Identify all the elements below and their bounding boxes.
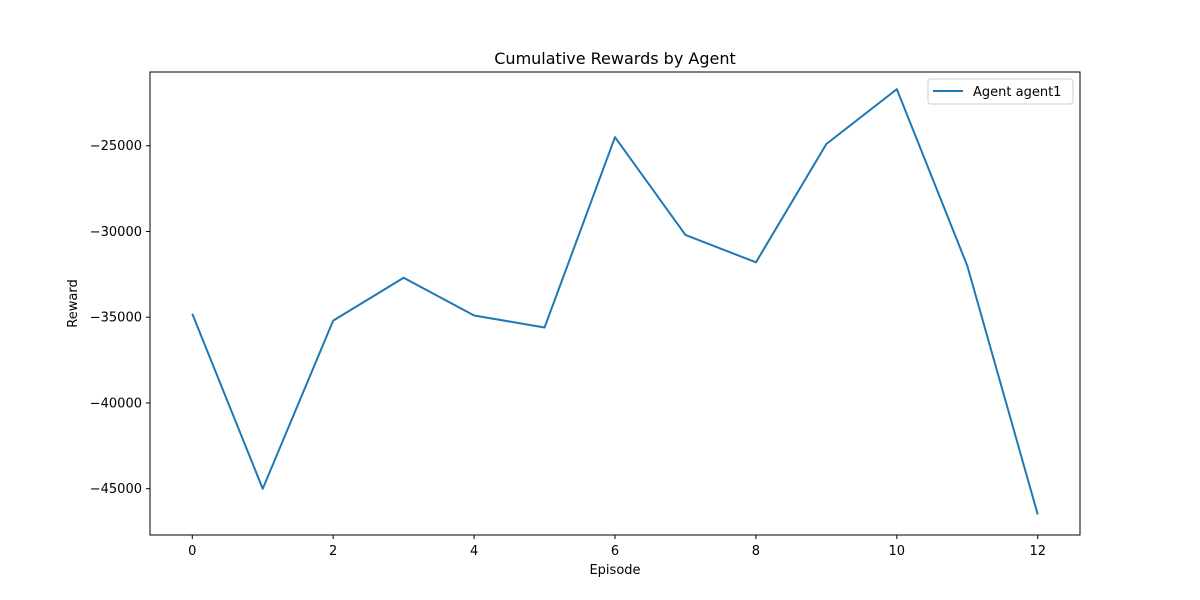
- x-tick-label: 0: [188, 544, 196, 559]
- data-point: [896, 88, 898, 90]
- x-tick-label: 12: [1029, 544, 1046, 559]
- legend-label: Agent agent1: [973, 85, 1061, 100]
- data-point: [825, 143, 827, 145]
- data-point: [684, 234, 686, 236]
- x-tick-label: 10: [889, 544, 906, 559]
- data-point: [332, 320, 334, 322]
- data-point: [403, 277, 405, 279]
- data-point: [614, 136, 616, 138]
- y-tick-label: −45000: [90, 482, 142, 497]
- plot-area: 0 2 4 6 8 10 12 −45000 −40000 −35000 −30000 −25000: [90, 88, 1046, 559]
- y-axis-label: Reward: [66, 279, 81, 327]
- legend: Agent agent1: [927, 78, 1074, 105]
- data-point: [1037, 513, 1039, 515]
- y-tick-label: −40000: [90, 396, 142, 411]
- series-line: [191, 88, 1039, 515]
- data-point: [473, 315, 475, 317]
- data-point: [544, 327, 546, 329]
- plot-frame: [149, 71, 1081, 536]
- y-tick-label: −30000: [90, 225, 142, 240]
- legend-box: [927, 78, 1074, 105]
- y-tick-label: −35000: [90, 311, 142, 326]
- x-tick-label: 2: [329, 544, 337, 559]
- x-tick-label: 4: [470, 544, 478, 559]
- data-point: [191, 313, 193, 315]
- y-tick-label: −25000: [90, 139, 142, 154]
- data-point: [755, 261, 757, 263]
- data-point: [262, 488, 264, 490]
- x-tick-label: 8: [752, 544, 760, 559]
- chart-title: Cumulative Rewards by Agent: [494, 49, 735, 68]
- x-tick-label: 6: [611, 544, 619, 559]
- data-point: [966, 265, 968, 267]
- x-axis-label: Episode: [589, 563, 640, 578]
